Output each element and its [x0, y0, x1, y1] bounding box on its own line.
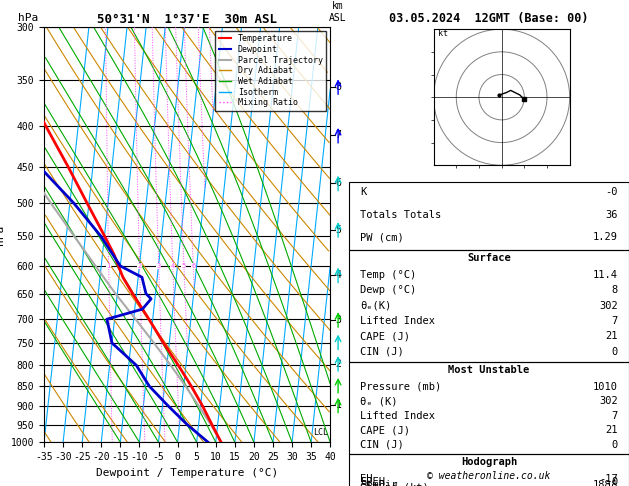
Text: 3: 3	[336, 314, 342, 325]
Text: 2: 2	[138, 263, 142, 269]
Text: Dewp (°C): Dewp (°C)	[360, 285, 416, 295]
Title: 50°31'N  1°37'E  30m ASL: 50°31'N 1°37'E 30m ASL	[97, 13, 277, 26]
Bar	[349, 362, 629, 454]
Text: PW (cm): PW (cm)	[360, 232, 404, 243]
Text: -0: -0	[605, 187, 618, 197]
Text: Temp (°C): Temp (°C)	[360, 270, 416, 280]
Text: CIN (J): CIN (J)	[360, 347, 404, 357]
Text: 11.4: 11.4	[593, 270, 618, 280]
Text: 21: 21	[605, 425, 618, 435]
Text: 21: 21	[605, 331, 618, 341]
Text: SREH: SREH	[360, 477, 386, 486]
Text: EH: EH	[360, 474, 373, 484]
Text: StmDir: StmDir	[360, 480, 398, 486]
Text: LCL: LCL	[313, 428, 328, 437]
X-axis label: Dewpoint / Temperature (°C): Dewpoint / Temperature (°C)	[96, 468, 278, 478]
Text: 8: 8	[336, 82, 342, 92]
Text: © weatheronline.co.uk: © weatheronline.co.uk	[427, 471, 551, 481]
Text: Pressure (mb): Pressure (mb)	[360, 382, 442, 392]
Text: 3: 3	[157, 263, 161, 269]
Text: Lifted Index: Lifted Index	[360, 411, 435, 421]
Text: 302: 302	[599, 300, 618, 311]
Bar	[349, 182, 629, 250]
Text: θₑ(K): θₑ(K)	[360, 300, 391, 311]
Text: 0: 0	[611, 477, 618, 486]
Text: 2: 2	[336, 359, 342, 368]
Text: Most Unstable: Most Unstable	[448, 364, 530, 375]
Text: 5: 5	[336, 225, 342, 235]
Text: 7: 7	[611, 316, 618, 326]
Text: CIN (J): CIN (J)	[360, 440, 404, 450]
Text: K: K	[360, 187, 367, 197]
Text: Totals Totals: Totals Totals	[360, 210, 442, 220]
Text: 4: 4	[170, 263, 175, 269]
Text: StmSpd (kt): StmSpd (kt)	[360, 483, 429, 486]
Text: 0: 0	[611, 347, 618, 357]
Text: 03.05.2024  12GMT (Base: 00): 03.05.2024 12GMT (Base: 00)	[389, 12, 589, 25]
Text: 302: 302	[599, 396, 618, 406]
Text: 36: 36	[605, 210, 618, 220]
Legend: Temperature, Dewpoint, Parcel Trajectory, Dry Adiabat, Wet Adiabat, Isotherm, Mi: Temperature, Dewpoint, Parcel Trajectory…	[215, 31, 326, 110]
Text: 6: 6	[336, 178, 342, 188]
Text: 188°: 188°	[593, 480, 618, 486]
Text: CAPE (J): CAPE (J)	[360, 331, 410, 341]
Text: 1: 1	[336, 400, 342, 410]
Text: 7: 7	[336, 130, 342, 140]
Text: Surface: Surface	[467, 253, 511, 263]
Text: CAPE (J): CAPE (J)	[360, 425, 410, 435]
Text: 10: 10	[605, 483, 618, 486]
Text: 4: 4	[336, 270, 342, 280]
Text: km
ASL: km ASL	[329, 1, 347, 22]
Text: 6: 6	[191, 263, 196, 269]
Y-axis label: hPa: hPa	[0, 225, 5, 244]
Text: hPa: hPa	[18, 13, 38, 22]
Text: Hodograph: Hodograph	[461, 457, 517, 467]
Text: -17: -17	[599, 474, 618, 484]
Text: kt: kt	[438, 29, 448, 38]
Bar	[349, 250, 629, 362]
Text: 1010: 1010	[593, 382, 618, 392]
Text: 1.29: 1.29	[593, 232, 618, 243]
Bar	[349, 454, 629, 486]
Text: 0: 0	[611, 440, 618, 450]
Text: θₑ (K): θₑ (K)	[360, 396, 398, 406]
Text: 5: 5	[182, 263, 186, 269]
Text: 1: 1	[106, 263, 111, 269]
Text: 7: 7	[611, 411, 618, 421]
Text: 8: 8	[611, 285, 618, 295]
Text: Lifted Index: Lifted Index	[360, 316, 435, 326]
